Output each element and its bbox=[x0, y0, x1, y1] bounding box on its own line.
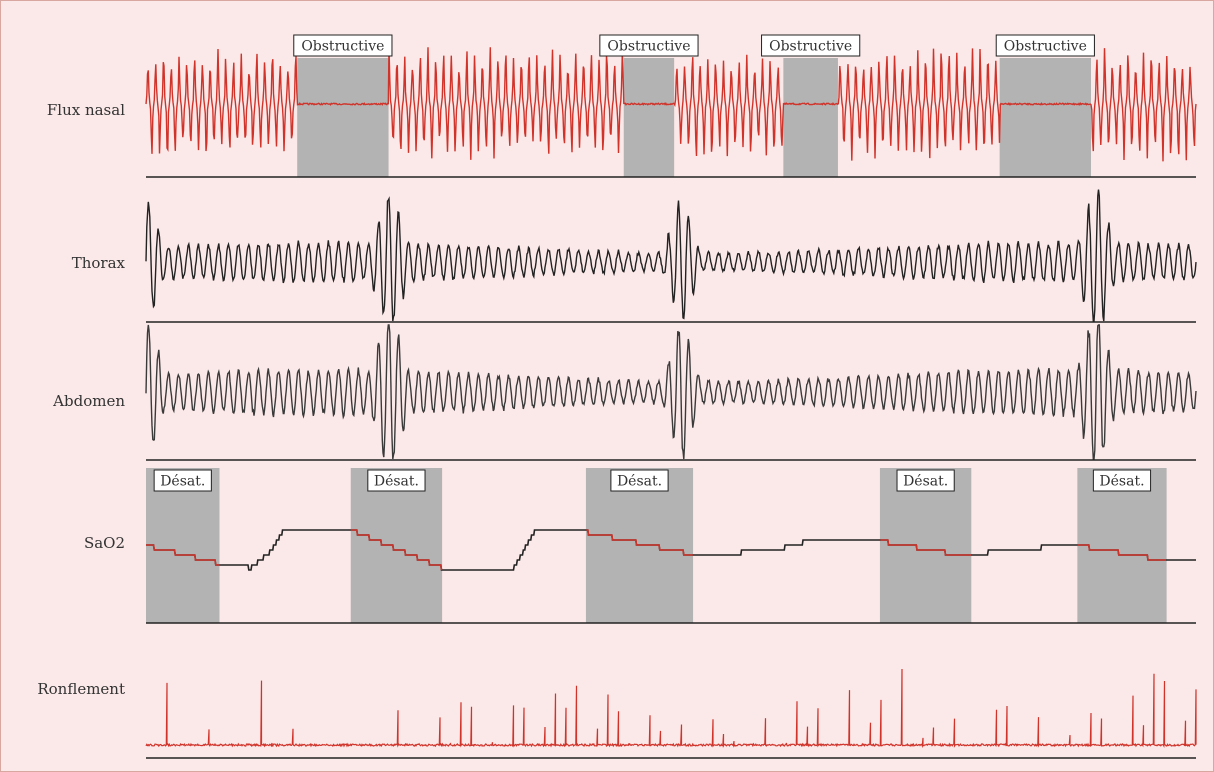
event-label: Désat. bbox=[617, 474, 662, 490]
channel-label: Ronflement bbox=[37, 680, 125, 698]
event-label: Obstructive bbox=[769, 39, 852, 55]
event-label-box bbox=[367, 469, 426, 492]
event-label-box bbox=[1092, 469, 1152, 492]
trace-line bbox=[145, 47, 1197, 162]
channel-sao2: SaO2 Désat. Désat. Désat. Désat. Désat. bbox=[84, 468, 1196, 624]
desaturation-trace bbox=[1077, 544, 1166, 561]
trace-line bbox=[145, 668, 1197, 749]
event-label: Obstructive bbox=[301, 39, 384, 55]
event-label: Désat. bbox=[160, 474, 205, 490]
event-band bbox=[783, 58, 838, 177]
event-label: Obstructive bbox=[1004, 39, 1087, 55]
channel-label: SaO2 bbox=[84, 534, 125, 552]
channel-abdomen: Abdomen bbox=[52, 324, 1197, 461]
channel-label: Thorax bbox=[72, 254, 126, 272]
desaturation-trace bbox=[880, 539, 971, 556]
event-label-box bbox=[599, 34, 699, 57]
trace-line bbox=[145, 324, 1197, 460]
event-label-box bbox=[293, 34, 393, 57]
event-band bbox=[1077, 468, 1167, 623]
desaturation-trace bbox=[146, 544, 220, 566]
channel-thorax: Thorax bbox=[72, 189, 1197, 323]
event-band bbox=[297, 58, 389, 177]
desaturation-trace bbox=[350, 529, 443, 571]
event-band bbox=[350, 468, 443, 623]
event-label: Désat. bbox=[1099, 474, 1144, 490]
event-band bbox=[999, 58, 1091, 177]
event-label-box bbox=[610, 469, 669, 492]
trace-line bbox=[145, 189, 1197, 322]
channel-ronflement: Ronflement bbox=[37, 668, 1197, 759]
event-label-box bbox=[896, 469, 955, 492]
channel-flux-nasal: Flux nasal Obstructive Obstructive Obstruct… bbox=[47, 34, 1197, 178]
event-label-box bbox=[153, 469, 212, 492]
desaturation-trace bbox=[586, 529, 693, 556]
channel-label: Abdomen bbox=[52, 392, 125, 410]
event-band bbox=[623, 58, 675, 177]
event-label: Désat. bbox=[903, 474, 948, 490]
event-label-box bbox=[995, 34, 1095, 57]
event-label-box bbox=[761, 34, 861, 57]
channel-label: Flux nasal bbox=[47, 101, 125, 119]
event-band bbox=[146, 468, 220, 623]
event-label: Désat. bbox=[374, 474, 419, 490]
event-label: Obstructive bbox=[607, 39, 690, 55]
